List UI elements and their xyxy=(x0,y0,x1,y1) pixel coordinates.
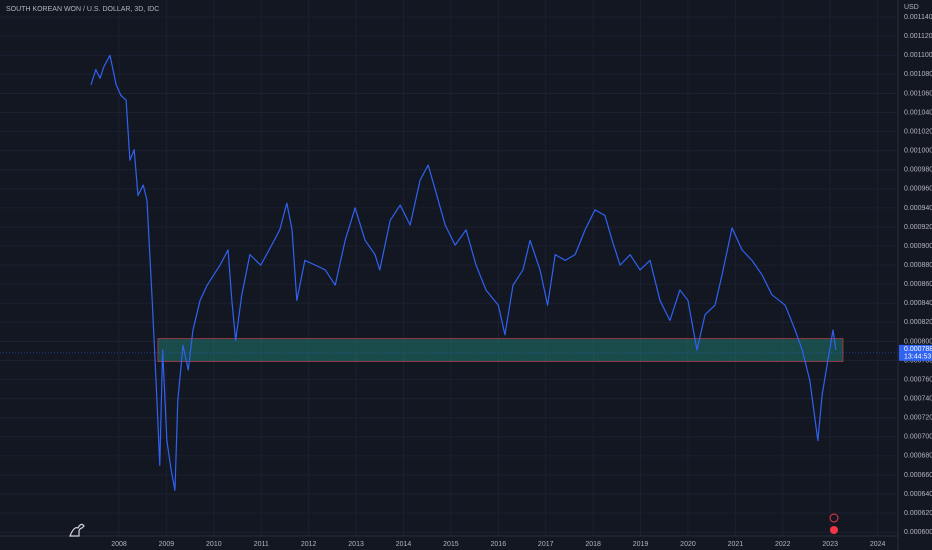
x-tick-label: 2018 xyxy=(585,541,601,548)
logo-icon xyxy=(69,523,85,537)
event-icon[interactable] xyxy=(829,513,839,523)
y-tick-label: 0.001060 xyxy=(904,90,932,97)
plot xyxy=(0,54,898,491)
y-tick-label: 0.000600 xyxy=(904,529,932,536)
last-price-badge xyxy=(899,344,932,361)
x-tick-label: 2015 xyxy=(443,541,459,548)
x-tick-label: 2008 xyxy=(111,541,127,548)
y-tick-label: 0.001140 xyxy=(904,14,932,21)
zone-box xyxy=(157,338,844,362)
y-tick-label: 0.001080 xyxy=(904,71,932,78)
y-tick-label: 0.000700 xyxy=(904,434,932,441)
y-tick-label: 0.000760 xyxy=(904,376,932,383)
y-tick-label: 0.000900 xyxy=(904,243,932,250)
y-tick-label: 0.001000 xyxy=(904,148,932,155)
price-line xyxy=(90,54,837,491)
y-tick-label: 0.000980 xyxy=(904,167,932,174)
y-tick-label: 0.000720 xyxy=(904,415,932,422)
y-tick-label: 0.000620 xyxy=(904,510,932,517)
y-tick-label: 0.001040 xyxy=(904,109,932,116)
chart-title: SOUTH KOREAN WON / U.S. DOLLAR, 3D, IDC xyxy=(6,6,159,13)
y-tick-label: 0.000880 xyxy=(904,262,932,269)
x-tick-label: 2024 xyxy=(870,541,886,548)
x-tick-label: 2021 xyxy=(728,541,744,548)
y-tick-label: 0.000640 xyxy=(904,491,932,498)
x-tick-label: 2012 xyxy=(301,541,317,548)
y-tick-label: 0.000960 xyxy=(904,186,932,193)
y-tick-label: 0.000860 xyxy=(904,281,932,288)
x-tick-label: 2011 xyxy=(254,541,269,548)
y-tick-label: 0.001100 xyxy=(904,52,932,59)
y-tick-label: 0.000840 xyxy=(904,300,932,307)
x-tick-label: 2013 xyxy=(348,541,364,548)
y-tick-label: 0.001120 xyxy=(904,33,932,40)
axes: 0.000600 0.000620 0.000640 0.000660 0.000680… xyxy=(111,14,932,548)
x-tick-label: 2022 xyxy=(775,541,791,548)
x-tick-label: 2017 xyxy=(538,541,554,548)
x-tick-label: 2016 xyxy=(491,541,507,548)
y-tick-label: 0.000680 xyxy=(904,453,932,460)
x-tick-label: 2023 xyxy=(822,541,838,548)
y-tick-label: 0.001020 xyxy=(904,128,932,135)
y-tick-label: 0.000740 xyxy=(904,396,932,403)
logo xyxy=(69,523,85,537)
last-price-label: 0.000788 xyxy=(904,346,932,353)
y-tick-label: 0.000800 xyxy=(904,338,932,345)
y-tick-label: 0.000920 xyxy=(904,224,932,231)
y-tick-label: 0.000940 xyxy=(904,205,932,212)
grid xyxy=(0,0,898,536)
y-tick-label: 0.000820 xyxy=(904,319,932,326)
x-tick-label: 2020 xyxy=(680,541,696,548)
x-tick-label: 2014 xyxy=(396,541,412,548)
x-tick-label: 2019 xyxy=(633,541,649,548)
countdown-label: 13:44:53 xyxy=(904,354,931,361)
y-tick-label: 0.000660 xyxy=(904,472,932,479)
x-tick-label: 2010 xyxy=(206,541,222,548)
x-tick-label: 2009 xyxy=(159,541,175,548)
y-axis-unit: USD xyxy=(904,4,919,11)
event-icon[interactable] xyxy=(830,526,838,534)
